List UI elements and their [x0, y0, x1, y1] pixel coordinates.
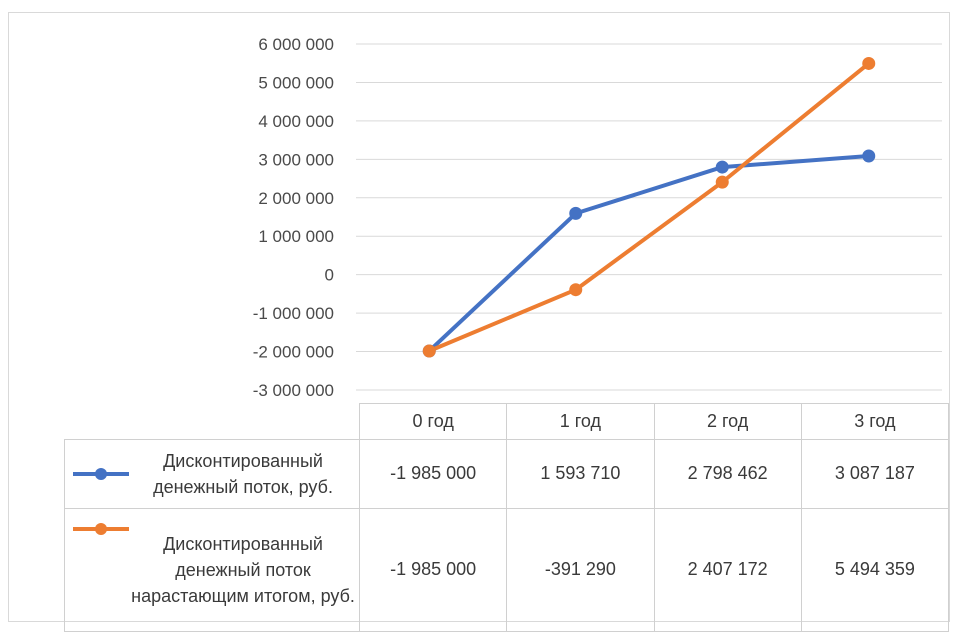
- data-point-series-2: [715, 175, 729, 189]
- chart-frame: 6 000 000 5 000 000 4 000 000 3 000 000 2 00…: [8, 12, 950, 632]
- y-tick-label: -2 000 000: [253, 343, 334, 362]
- y-tick-label: 1 000 000: [258, 227, 334, 246]
- data-label: 1 593 710: [506, 438, 655, 509]
- category-header: 2 год: [653, 403, 802, 440]
- category-header: 1 год: [506, 403, 655, 440]
- table-row: Дисконтированный денежный поток, руб. -1…: [63, 438, 950, 509]
- data-point-series-2: [422, 344, 436, 358]
- data-point-series-1: [715, 160, 729, 174]
- series-line-2: [428, 61, 871, 353]
- data-point-series-1: [569, 206, 583, 220]
- data-label: -1 985 000: [359, 438, 508, 509]
- header-corner: [64, 403, 361, 440]
- y-tick-label: 2 000 000: [258, 189, 334, 208]
- legend-entry-series-2: Дисконтированный денежный поток нарастаю…: [63, 507, 361, 632]
- series-line-1: [427, 153, 869, 353]
- table-row: Дисконтированный денежный поток нарастаю…: [63, 507, 950, 632]
- legend-label-series-2: Дисконтированный денежный поток нарастаю…: [131, 533, 355, 606]
- legend-entry-series-1: Дисконтированный денежный поток, руб.: [63, 438, 361, 509]
- data-label: 2 798 462: [653, 438, 802, 509]
- data-label: 2 407 172: [653, 507, 802, 632]
- line-chart: 6 000 000 5 000 000 4 000 000 3 000 000 2 00…: [253, 35, 942, 400]
- header-row: 0 год 1 год 2 год 3 год: [64, 403, 950, 440]
- y-tick-label: 5 000 000: [258, 73, 334, 92]
- y-tick-label: 4 000 000: [258, 112, 334, 131]
- series-layer: [422, 56, 876, 358]
- data-label: 5 494 359: [800, 507, 950, 632]
- data-table: 0 год 1 год 2 год 3 год Дисконтированный…: [63, 403, 950, 632]
- legend-key-series-1: [73, 467, 129, 480]
- data-point-series-1: [862, 149, 876, 163]
- data-point-series-2: [569, 283, 583, 297]
- y-tick-label: 0: [325, 266, 334, 285]
- y-tick-label: -1 000 000: [253, 304, 334, 323]
- y-tick-label: -3 000 000: [253, 381, 334, 400]
- data-label: -391 290: [506, 507, 655, 632]
- y-tick-label: 3 000 000: [258, 150, 334, 169]
- legend-label-series-1: Дисконтированный денежный поток, руб.: [153, 450, 333, 497]
- data-point-series-2: [862, 56, 876, 70]
- category-header: 3 год: [800, 403, 950, 440]
- data-label: 3 087 187: [800, 438, 950, 509]
- legend-key-series-2: [73, 522, 129, 535]
- y-axis-tick-labels: 6 000 000 5 000 000 4 000 000 3 000 000 2 00…: [253, 35, 334, 400]
- y-tick-label: 6 000 000: [258, 35, 334, 54]
- category-header: 0 год: [359, 403, 508, 440]
- data-label: -1 985 000: [359, 507, 508, 632]
